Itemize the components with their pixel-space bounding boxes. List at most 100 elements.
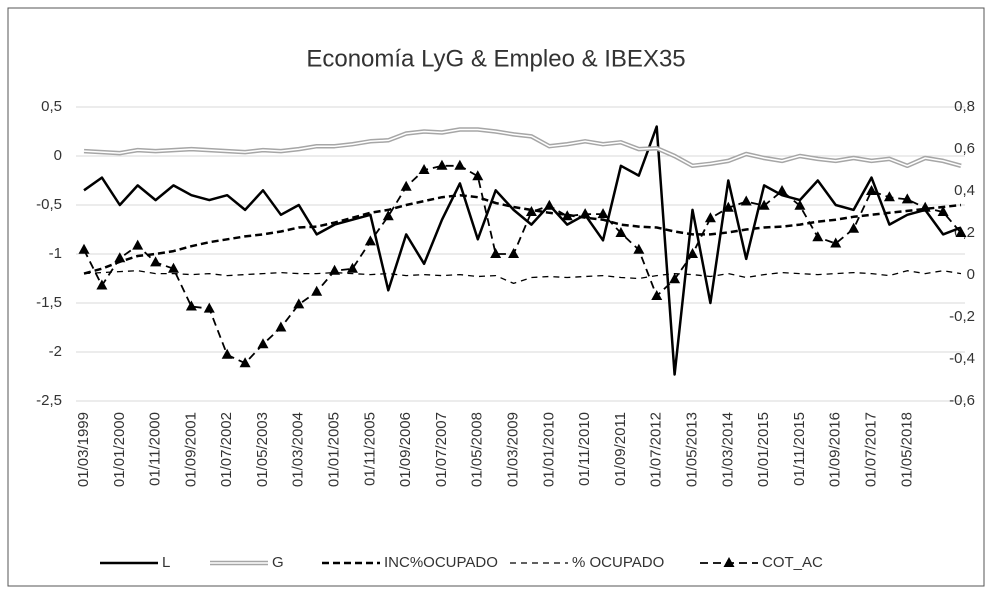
chart-border: [7, 7, 985, 587]
marker: [579, 208, 591, 219]
marker: [561, 210, 573, 221]
y2-tick-label: 0,8: [954, 98, 975, 115]
marker: [866, 185, 878, 195]
y-tick-label: 0: [54, 147, 62, 164]
y-tick-label: -2,5: [36, 392, 62, 409]
marker: [508, 248, 520, 258]
y2-tick-label: 0,2: [954, 224, 975, 241]
marker: [740, 195, 752, 206]
marker: [543, 199, 555, 210]
marker: [651, 290, 663, 300]
marker: [203, 302, 215, 313]
x-tick-label: 01/05/2018: [898, 412, 915, 487]
x-tick-label: 01/09/2016: [827, 412, 844, 487]
marker: [257, 338, 269, 349]
y-tick-label: 0,5: [41, 98, 62, 115]
marker: [436, 159, 448, 170]
y2-tick-label: 0,4: [954, 182, 975, 199]
x-tick-label: 01/05/2003: [254, 412, 271, 487]
marker: [382, 210, 394, 221]
y-tick-label: -1,5: [36, 294, 62, 311]
y-tick-label: -0,5: [36, 196, 62, 213]
marker: [901, 193, 913, 204]
marker: [78, 243, 90, 254]
x-tick-label: 01/05/2008: [469, 412, 486, 487]
marker: [418, 164, 430, 174]
marker: [293, 298, 305, 309]
marker: [525, 206, 537, 216]
marker: [687, 248, 699, 258]
marker: [239, 357, 251, 368]
marker: [669, 273, 681, 284]
marker: [633, 243, 645, 254]
y-tick-label: -1: [49, 245, 62, 262]
legend-label: COT_AC: [762, 554, 823, 571]
x-tick-label: 01/07/2007: [433, 412, 450, 487]
x-tick-label: 01/09/2001: [182, 412, 199, 487]
marker: [96, 279, 108, 290]
x-tick-label: 01/01/2010: [540, 412, 557, 487]
marker: [830, 237, 842, 248]
marker: [114, 252, 126, 263]
x-tick-label: 01/11/2000: [147, 412, 164, 486]
marker: [454, 159, 466, 170]
x-tick-label: 01/01/2000: [111, 412, 128, 487]
marker: [919, 201, 931, 212]
marker: [812, 231, 824, 242]
x-tick-label: 01/11/2015: [791, 412, 808, 486]
x-tick-label: 01/11/2010: [576, 412, 593, 486]
legend-label: INC%OCUPADO: [384, 554, 498, 571]
marker: [185, 300, 197, 311]
marker: [167, 262, 179, 273]
marker: [490, 248, 502, 258]
legend-label: L: [162, 554, 170, 571]
x-tick-label: 01/01/2015: [755, 412, 772, 487]
y2-tick-label: -0,6: [949, 392, 975, 409]
marker: [346, 262, 358, 273]
x-tick-label: 01/03/2014: [719, 412, 736, 487]
marker: [597, 208, 609, 219]
x-tick-label: 01/01/2005: [326, 412, 343, 487]
x-tick-label: 01/07/2002: [218, 412, 235, 487]
marker: [132, 239, 144, 250]
marker: [883, 191, 895, 202]
marker: [794, 199, 806, 210]
marker: [364, 235, 376, 246]
legend-label: G: [272, 554, 284, 571]
x-tick-label: 01/09/2011: [612, 412, 629, 486]
y2-tick-label: -0,4: [949, 350, 975, 367]
marker: [848, 222, 860, 233]
y2-tick-label: 0,6: [954, 140, 975, 157]
x-tick-label: 01/05/2013: [683, 412, 700, 487]
x-tick-label: 01/07/2017: [862, 412, 879, 487]
legend-marker: [723, 557, 735, 567]
chart-title: Economía LyG & Empleo & IBEX35: [306, 45, 685, 72]
marker: [472, 170, 484, 181]
series-line: [83, 270, 962, 285]
marker: [311, 285, 323, 296]
legend-label: % OCUPADO: [572, 554, 664, 571]
marker: [221, 348, 233, 359]
marker: [758, 199, 770, 210]
y2-tick-label: -0,2: [949, 308, 975, 325]
series-line: [83, 128, 962, 167]
marker: [722, 201, 734, 212]
marker: [329, 264, 341, 275]
marker: [150, 256, 162, 267]
x-tick-label: 01/07/2012: [648, 412, 665, 487]
marker: [400, 180, 412, 191]
marker: [704, 212, 716, 223]
x-tick-label: 01/11/2005: [361, 412, 378, 486]
y-tick-label: -2: [49, 343, 62, 360]
y2-tick-label: 0: [967, 266, 975, 283]
series-line: [83, 125, 962, 376]
marker: [615, 227, 627, 237]
x-tick-label: 01/03/1999: [75, 412, 92, 487]
marker: [937, 206, 949, 216]
marker: [275, 321, 287, 332]
x-tick-label: 01/03/2004: [290, 412, 307, 487]
marker: [955, 227, 967, 237]
x-tick-label: 01/09/2006: [397, 412, 414, 487]
marker: [776, 185, 788, 195]
